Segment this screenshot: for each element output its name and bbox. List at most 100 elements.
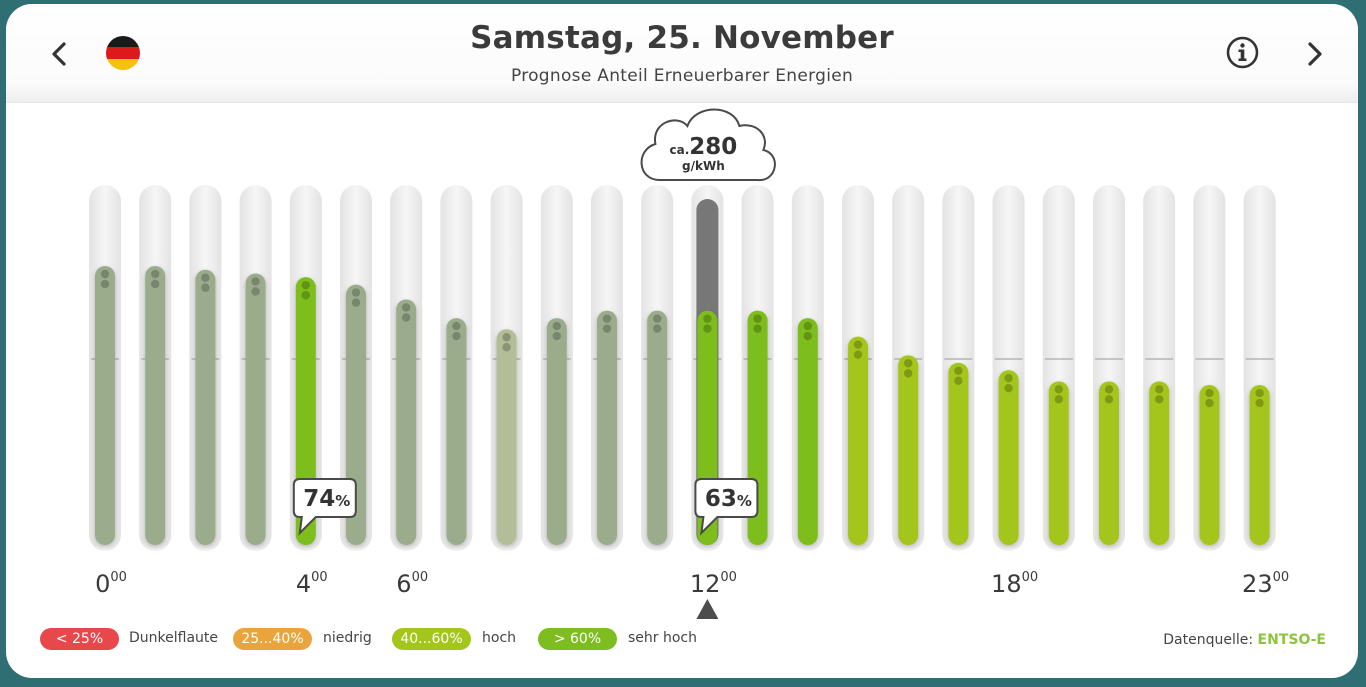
bar-dot bbox=[452, 321, 461, 331]
bar-dot bbox=[201, 283, 210, 292]
callout-bubble bbox=[694, 478, 759, 536]
bar-hour-8[interactable] bbox=[496, 329, 517, 545]
callout-value: 74% bbox=[303, 486, 350, 512]
x-tick-label: 400 bbox=[296, 570, 328, 598]
bar-dot bbox=[853, 350, 863, 359]
bar-hour-15[interactable] bbox=[848, 336, 868, 545]
bar-dot bbox=[402, 313, 411, 322]
legend-pill: > 60% bbox=[538, 628, 617, 650]
bar-dot bbox=[552, 321, 561, 331]
bar-dot bbox=[1205, 398, 1214, 408]
bar-dot bbox=[351, 288, 361, 297]
bar-dot bbox=[502, 333, 511, 342]
bar-hour-6[interactable] bbox=[396, 299, 417, 545]
x-tick-label: 1200 bbox=[690, 570, 737, 598]
bar-dot bbox=[402, 303, 411, 312]
callout-value: 63% bbox=[705, 486, 752, 512]
bar-dot bbox=[753, 324, 762, 333]
percentage-callout: 63% bbox=[694, 478, 759, 536]
bar-dot bbox=[653, 314, 662, 323]
bar-hour-1[interactable] bbox=[145, 266, 166, 545]
bar-dot bbox=[954, 376, 963, 385]
chevron-right-icon bbox=[1308, 42, 1322, 66]
x-tick-label: 000 bbox=[95, 570, 127, 598]
bar-hour-23[interactable] bbox=[1249, 385, 1270, 545]
cloud-value: ca.280 bbox=[670, 134, 738, 160]
bar-dot bbox=[954, 366, 963, 375]
legend-label: sehr hoch bbox=[628, 630, 697, 646]
bar-hour-19[interactable] bbox=[1048, 381, 1069, 545]
data-source: Datenquelle: ENTSO-E bbox=[1163, 632, 1326, 648]
bar-hour-22[interactable] bbox=[1199, 385, 1220, 545]
chevron-left-icon bbox=[52, 42, 66, 66]
bar-dot bbox=[803, 321, 812, 331]
germany-flag-icon[interactable] bbox=[106, 36, 140, 70]
bar-dot bbox=[653, 324, 662, 333]
bar-hour-17[interactable] bbox=[948, 362, 969, 545]
bar-dot bbox=[251, 287, 260, 296]
legend-label: hoch bbox=[482, 630, 517, 646]
bar-dot bbox=[502, 343, 511, 352]
bar-dot bbox=[201, 273, 210, 282]
info-icon bbox=[1226, 36, 1259, 69]
bar-hour-9[interactable] bbox=[546, 318, 567, 545]
bar-dot bbox=[1205, 388, 1214, 398]
bar-dot bbox=[904, 359, 913, 368]
bar-dot bbox=[1104, 395, 1114, 404]
x-tick-label: 600 bbox=[396, 570, 428, 598]
bar-hour-2[interactable] bbox=[195, 269, 216, 545]
bar-dot bbox=[1155, 385, 1164, 394]
bar-dot bbox=[351, 298, 361, 307]
next-day-button[interactable] bbox=[1294, 34, 1334, 74]
header: Samstag, 25. November Prognose Anteil Er… bbox=[6, 4, 1358, 103]
bar-hour-21[interactable] bbox=[1149, 381, 1170, 545]
bar-dot bbox=[703, 314, 712, 323]
bar-hour-3[interactable] bbox=[245, 273, 266, 545]
bar-dot bbox=[1104, 385, 1114, 394]
legend-label: Dunkelflaute bbox=[129, 630, 219, 646]
bar-dot bbox=[151, 279, 160, 289]
legend-label: niedrig bbox=[323, 630, 372, 646]
info-button[interactable] bbox=[1226, 36, 1259, 69]
bar-dot bbox=[803, 331, 812, 341]
bar-dot bbox=[151, 269, 160, 279]
data-source-label: Datenquelle: bbox=[1163, 632, 1254, 648]
bar-hour-18[interactable] bbox=[998, 370, 1019, 545]
callout-bubble bbox=[292, 478, 357, 536]
percentage-callout: 74% bbox=[292, 478, 357, 536]
bar-dot bbox=[1255, 398, 1264, 408]
bar-dot bbox=[1004, 373, 1013, 383]
bar-hour-7[interactable] bbox=[446, 318, 467, 545]
bar-dot bbox=[853, 340, 863, 349]
bar-dot bbox=[602, 324, 612, 333]
previous-day-button[interactable] bbox=[40, 34, 80, 74]
legend-pill: 25...40% bbox=[233, 628, 312, 650]
cloud-shape bbox=[640, 108, 776, 182]
bar-hour-16[interactable] bbox=[898, 355, 919, 545]
page-subtitle: Prognose Anteil Erneuerbarer Energien bbox=[510, 66, 854, 86]
bar-dot bbox=[1155, 395, 1164, 404]
forecast-card: Samstag, 25. November Prognose Anteil Er… bbox=[6, 4, 1358, 678]
page-title: Samstag, 25. November bbox=[470, 20, 894, 56]
bar-hour-11[interactable] bbox=[647, 310, 668, 545]
bar-dot bbox=[1004, 383, 1013, 393]
legend-pill: < 25% bbox=[40, 628, 119, 650]
bar-hour-14[interactable] bbox=[797, 318, 818, 545]
bar-hour-20[interactable] bbox=[1099, 381, 1119, 545]
x-tick-label: 2300 bbox=[1242, 570, 1289, 598]
bar-dot bbox=[703, 324, 712, 333]
bar-dot bbox=[552, 331, 561, 341]
bar-dot bbox=[100, 279, 110, 289]
bar-dot bbox=[301, 280, 310, 290]
bar-dot bbox=[753, 314, 762, 323]
data-source-link[interactable]: ENTSO-E bbox=[1257, 632, 1326, 648]
bar-dot bbox=[602, 314, 612, 323]
x-tick-label: 1800 bbox=[991, 570, 1038, 598]
bar-dot bbox=[100, 269, 110, 279]
legend-pill: 40...60% bbox=[392, 628, 471, 650]
bar-hour-0[interactable] bbox=[95, 266, 115, 545]
bar-dot bbox=[904, 369, 913, 378]
bar-hour-10[interactable] bbox=[597, 310, 617, 545]
